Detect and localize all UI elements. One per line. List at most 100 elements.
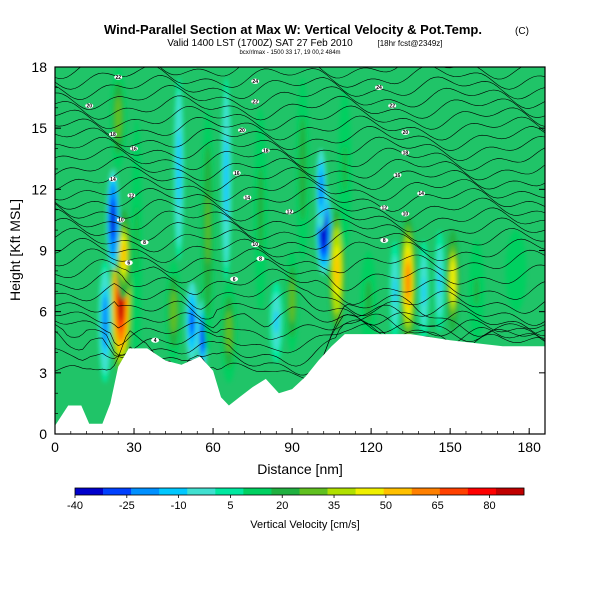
theta-contour-label: 18 xyxy=(401,150,410,156)
velocity-band xyxy=(474,277,479,306)
model-caption: bcx/rlmax - 1500 33 17, 19 00,2 484m xyxy=(239,50,340,56)
velocity-band xyxy=(226,317,232,347)
theta-contour-label: 22 xyxy=(388,103,397,110)
theta-contour-label: 6 xyxy=(124,260,133,267)
velocity-cell xyxy=(220,77,232,282)
plot-area: 22 20 18 16 14 12 10 8 6 4 24 22 20 18 16 14 12 10 8 6 24 22 2… xyxy=(54,66,546,435)
colorbar-tick-label: 35 xyxy=(328,500,340,512)
vertical-velocity-field: 22 20 18 16 14 12 10 8 6 4 24 22 20 18 16 14 12 10 8 6 24 22 2… xyxy=(55,67,545,434)
contour-label-bg xyxy=(375,84,384,90)
x-tick-label: 150 xyxy=(438,439,462,455)
contour-label-text: 10 xyxy=(118,218,124,224)
contour-label-text: 16 xyxy=(395,173,401,179)
contour-label-bg xyxy=(401,150,410,156)
theta-contour xyxy=(55,306,545,337)
contour-label-text: 14 xyxy=(245,195,251,201)
velocity-band xyxy=(290,287,294,316)
contour-label-bg xyxy=(380,205,389,211)
velocity-cell xyxy=(98,260,112,384)
colorbar-swatch xyxy=(271,488,300,495)
contour-label-text: 12 xyxy=(382,205,388,211)
theta-contour xyxy=(55,217,545,243)
colorbar-swatch xyxy=(383,488,413,495)
theta-contour xyxy=(55,197,545,223)
contour-label-bg xyxy=(238,127,247,133)
contour-label-bg xyxy=(130,145,139,152)
colorbar-tick-label: 5 xyxy=(227,500,233,512)
velocity-band xyxy=(319,177,323,201)
theta-contour xyxy=(55,156,545,181)
theta-contour-label: 10 xyxy=(401,211,410,218)
contour-label-bg xyxy=(251,99,260,105)
colorbar-tick-label: 50 xyxy=(380,500,392,512)
contour-label-bg xyxy=(251,78,260,84)
velocity-band xyxy=(274,310,279,334)
y-tick-label: 15 xyxy=(31,120,47,136)
velocity-cell xyxy=(253,107,268,312)
contour-label-bg xyxy=(127,192,136,199)
theta-contour-label: 12 xyxy=(127,192,136,199)
colorbar-swatch xyxy=(299,488,328,495)
contour-label-bg xyxy=(232,170,241,176)
contour-label-text: 18 xyxy=(110,132,116,138)
theta-contour-label: 4 xyxy=(151,337,160,344)
theta-contour xyxy=(55,290,545,326)
colorbar-swatch xyxy=(467,488,497,495)
x-tick-label: 120 xyxy=(359,439,383,455)
x-tick-label: 0 xyxy=(51,439,59,455)
contour-label-text: 22 xyxy=(115,75,121,81)
x-tick-label: 30 xyxy=(126,439,142,455)
contour-label-text: 14 xyxy=(418,191,424,197)
contour-label-bg xyxy=(393,172,402,178)
contour-label-bg xyxy=(380,237,389,243)
contour-label-bg xyxy=(116,217,125,223)
theta-contour-label: 18 xyxy=(261,147,270,154)
theta-contour xyxy=(55,95,545,121)
x-tick-label: 90 xyxy=(284,439,300,455)
velocity-band xyxy=(190,310,194,334)
x-tick-label: 180 xyxy=(518,439,542,455)
velocity-cell xyxy=(389,240,401,343)
x-tick-label: 60 xyxy=(205,439,221,455)
y-tick-label: 6 xyxy=(39,304,47,320)
y-tick-label: 0 xyxy=(39,426,47,442)
theta-contour xyxy=(55,186,545,212)
contour-label-text: 24 xyxy=(376,85,382,91)
y-axis-label: Height [Kft MSL] xyxy=(7,199,23,301)
y-tick-label: 9 xyxy=(39,243,47,259)
theta-contour-label: 8 xyxy=(140,239,149,246)
contour-label-bg xyxy=(230,276,239,282)
velocity-band xyxy=(205,195,210,265)
contour-label-bg xyxy=(256,256,265,262)
velocity-band xyxy=(103,304,107,339)
forecast-note: [18hr fcst@2349z] xyxy=(377,39,442,48)
contour-label-bg xyxy=(108,131,117,137)
theta-contour-label: 12 xyxy=(285,209,294,216)
theta-contour xyxy=(55,319,545,346)
colorbar-tick-label: 65 xyxy=(432,500,444,512)
contour-label-text: 14 xyxy=(110,177,116,183)
velocity-cell xyxy=(110,67,127,169)
contour-label-text: 20 xyxy=(239,128,245,134)
theta-contour xyxy=(55,146,545,171)
theta-contour-label: 6 xyxy=(230,276,239,283)
colorbar: -40 -25 -10 5 20 35 50 65 80 xyxy=(67,487,525,512)
theta-contour xyxy=(55,105,545,131)
velocity-cell xyxy=(201,107,215,353)
x-axis: 0 30 60 90 120 150 180 xyxy=(51,428,546,455)
velocity-cell xyxy=(165,260,182,363)
chart-title: Wind-Parallel Section at Max W: Vertical… xyxy=(104,22,482,37)
colorbar-tick-label: -25 xyxy=(119,500,135,512)
theta-contour xyxy=(55,279,545,317)
theta-contour xyxy=(55,207,545,233)
colorbar-swatch xyxy=(103,488,132,495)
colorbar-swatch xyxy=(327,488,356,495)
contour-label-bg xyxy=(388,103,397,109)
velocity-cell xyxy=(400,215,416,347)
contour-label-bg xyxy=(243,194,252,201)
colorbar-swatch xyxy=(187,488,216,495)
velocity-cell xyxy=(220,281,237,384)
velocity-band xyxy=(300,143,305,195)
colorbar-swatch xyxy=(159,488,188,495)
velocity-band xyxy=(342,146,347,192)
